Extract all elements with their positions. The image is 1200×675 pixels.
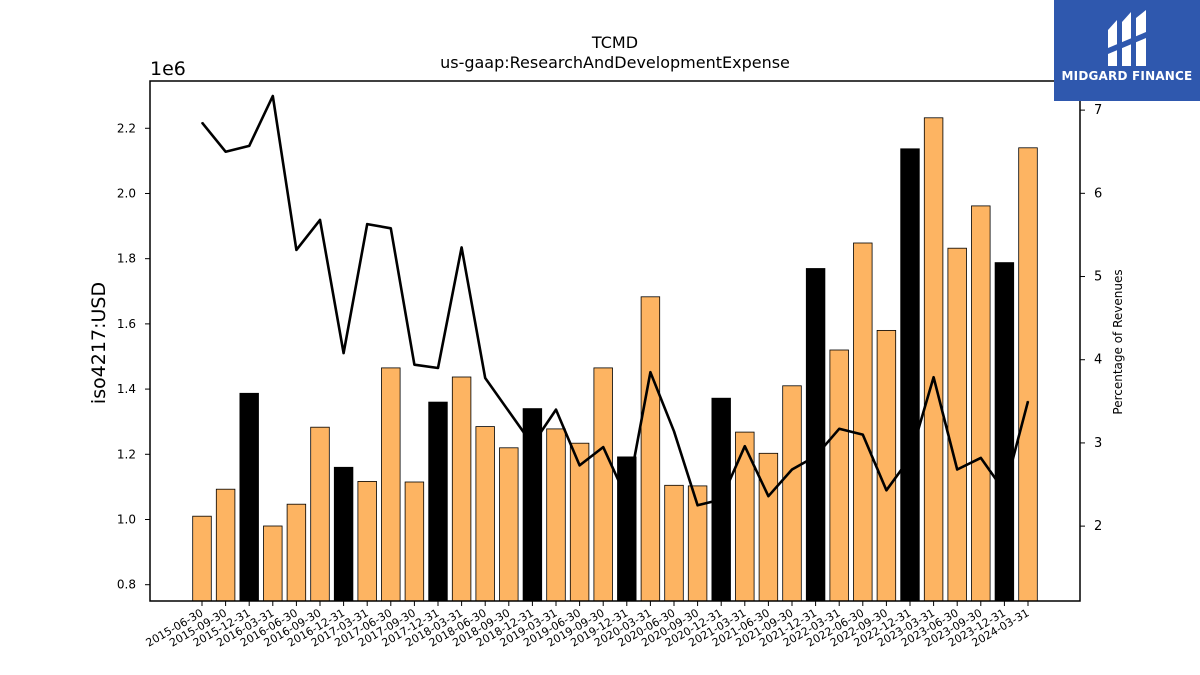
bar-2018-03-31 bbox=[451, 376, 472, 602]
percentage-line bbox=[200, 94, 1030, 507]
line-point-2023-06-30 bbox=[956, 468, 958, 471]
line-point-2016-06-30 bbox=[295, 249, 297, 251]
line-point-2020-06-30 bbox=[673, 430, 675, 432]
bar-2023-06-30 bbox=[947, 247, 967, 602]
y2-tick-label: 7 bbox=[1094, 103, 1102, 118]
y-tick-label: 0.8 bbox=[117, 578, 136, 592]
line-point-2015-09-30 bbox=[225, 151, 227, 153]
line-point-2021-03-31 bbox=[744, 445, 746, 447]
bar-2022-06-30 bbox=[853, 242, 873, 602]
y2-tick-label: 4 bbox=[1094, 353, 1102, 368]
line-point-2021-12-31 bbox=[815, 455, 817, 457]
line-point-2019-03-31 bbox=[555, 409, 557, 411]
line-point-2022-09-30 bbox=[885, 489, 888, 491]
bar-2024-03-31 bbox=[1018, 147, 1038, 602]
bar-2022-09-30 bbox=[876, 329, 897, 602]
bar-2019-06-30 bbox=[569, 442, 590, 602]
line-point-2017-12-31 bbox=[437, 367, 439, 369]
y2-axis-label: Percentage of Revenues bbox=[1111, 269, 1125, 414]
brand-name: MIDGARD FINANCE bbox=[1061, 69, 1193, 83]
y-axis-ticks: 0.8 1.0 1.2 1.4 1.6 1.8 2.0 2.2 bbox=[117, 121, 150, 592]
y2-tick-label: 2 bbox=[1094, 519, 1102, 534]
line-point-2023-03-31 bbox=[933, 376, 935, 378]
line-point-2018-09-30 bbox=[508, 410, 510, 412]
line-point-2024-03-31 bbox=[1027, 400, 1029, 402]
bar-2021-06-30 bbox=[758, 452, 779, 602]
bar-2019-12-31 bbox=[617, 456, 637, 602]
line-point-2023-12-31 bbox=[1003, 490, 1006, 492]
line-point-2018-12-31 bbox=[531, 444, 534, 446]
chart-title: TCMD bbox=[591, 33, 638, 52]
line-point-2020-12-31 bbox=[720, 498, 722, 501]
bar-2015-12-31 bbox=[239, 392, 259, 602]
line-point-2021-06-30 bbox=[767, 495, 770, 497]
bar-2022-03-31 bbox=[829, 349, 849, 602]
line-point-2020-03-31 bbox=[649, 371, 652, 373]
line-point-2016-09-30 bbox=[319, 219, 321, 221]
line-point-2018-03-31 bbox=[461, 246, 463, 248]
line-series bbox=[200, 94, 1030, 507]
bar-2015-06-30 bbox=[192, 515, 212, 602]
line-point-2020-09-30 bbox=[697, 504, 699, 506]
bar-2023-03-31 bbox=[923, 117, 944, 602]
bar-2017-12-31 bbox=[428, 401, 448, 602]
y-tick-label: 1.4 bbox=[117, 382, 136, 396]
bar-series bbox=[192, 117, 1038, 602]
bar-2020-06-30 bbox=[664, 484, 684, 602]
line-point-2015-06-30 bbox=[201, 122, 203, 124]
line-point-2016-12-31 bbox=[343, 352, 345, 354]
plot-frame bbox=[149, 80, 1081, 602]
line-point-2017-03-31 bbox=[366, 223, 368, 225]
line-point-2022-12-31 bbox=[909, 457, 911, 459]
bar-2023-09-30 bbox=[971, 205, 991, 602]
y2-tick-label: 3 bbox=[1094, 436, 1102, 451]
y2-tick-label: 5 bbox=[1094, 270, 1102, 285]
line-point-2019-09-30 bbox=[602, 446, 604, 448]
line-point-2021-09-30 bbox=[791, 468, 793, 471]
line-point-2022-06-30 bbox=[862, 434, 864, 436]
y-tick-label: 2.0 bbox=[117, 186, 136, 200]
y2-axis-ticks: 2 3 4 5 6 7 bbox=[1080, 103, 1102, 534]
line-point-2017-06-30 bbox=[390, 227, 392, 229]
bar-2018-06-30 bbox=[475, 426, 495, 602]
chart-subtitle: us-gaap:ResearchAndDevelopmentExpense bbox=[440, 53, 790, 72]
line-point-2019-06-30 bbox=[579, 464, 581, 466]
y-tick-label: 1.0 bbox=[117, 512, 136, 526]
bar-2016-09-30 bbox=[310, 426, 330, 602]
bar-2018-09-30 bbox=[499, 447, 519, 602]
bar-2016-12-31 bbox=[333, 466, 354, 602]
y-tick-label: 1.2 bbox=[117, 447, 136, 461]
line-point-2015-12-31 bbox=[248, 145, 250, 147]
bar-2021-09-30 bbox=[782, 385, 802, 602]
y-tick-label: 1.6 bbox=[117, 317, 136, 331]
bar-2022-12-31 bbox=[900, 148, 920, 602]
brand-logo: MIDGARD FINANCE bbox=[1054, 0, 1200, 101]
midgard-logo-icon bbox=[1108, 10, 1146, 66]
bar-2019-03-31 bbox=[546, 428, 566, 602]
bar-2016-03-31 bbox=[263, 525, 283, 602]
line-point-2016-03-31 bbox=[272, 95, 274, 97]
line-point-2022-03-31 bbox=[838, 428, 840, 430]
bar-2016-06-30 bbox=[286, 503, 307, 602]
bar-2017-09-30 bbox=[404, 481, 425, 602]
y-axis-label: iso4217:USD bbox=[88, 282, 110, 404]
bar-2015-09-30 bbox=[215, 488, 236, 602]
line-point-2017-09-30 bbox=[413, 364, 415, 366]
y-tick-label: 2.2 bbox=[117, 121, 136, 135]
line-point-2023-09-30 bbox=[980, 457, 982, 459]
bar-2020-03-31 bbox=[640, 296, 661, 602]
y2-tick-label: 6 bbox=[1094, 186, 1102, 201]
x-axis-ticks: 2015-06-302015-09-302015-12-312016-03-31… bbox=[144, 601, 1032, 650]
bar-2021-12-31 bbox=[805, 268, 826, 602]
line-point-2018-06-30 bbox=[484, 377, 486, 379]
y-tick-label: 1.8 bbox=[117, 252, 136, 266]
line-point-2019-12-31 bbox=[626, 498, 628, 500]
bar-2019-09-30 bbox=[593, 367, 613, 602]
y-offset-label: 1e6 bbox=[150, 58, 186, 80]
bar-2017-06-30 bbox=[381, 367, 401, 602]
bar-2017-03-31 bbox=[357, 480, 377, 602]
bar-2023-12-31 bbox=[994, 262, 1015, 602]
